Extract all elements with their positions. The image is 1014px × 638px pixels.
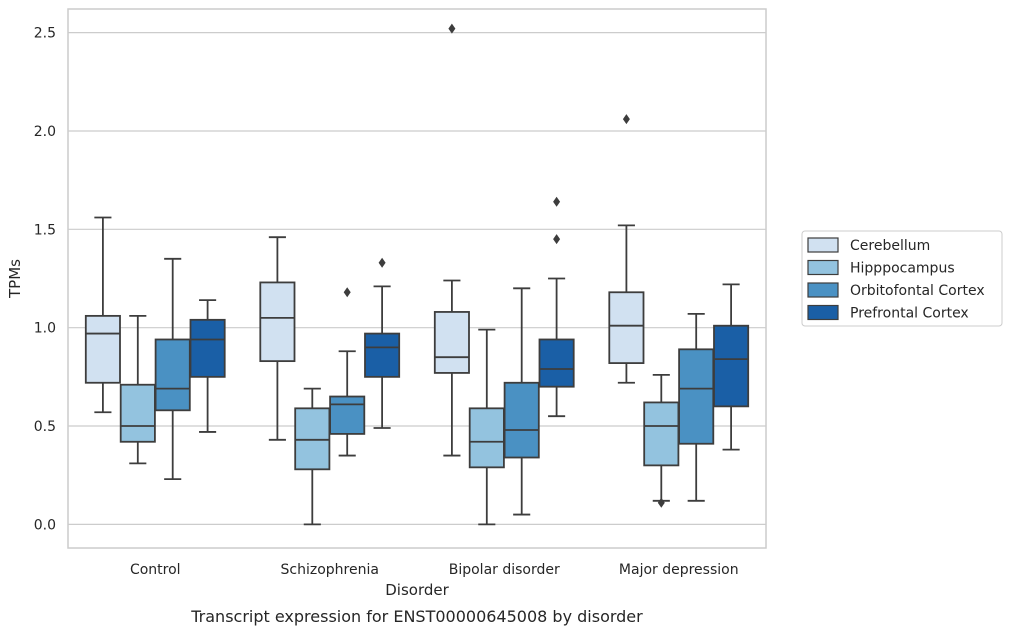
box-group <box>433 23 470 457</box>
y-axis-label: TPMs <box>6 259 24 299</box>
box-group <box>259 236 296 441</box>
box <box>364 332 401 378</box>
outlier-point <box>622 114 630 125</box>
box <box>643 401 680 467</box>
box-group <box>503 287 540 516</box>
box <box>503 381 540 459</box>
legend-label: Hipppocampus <box>850 261 955 277</box>
y-tick-label: 0.0 <box>34 517 56 533</box>
x-axis-label: Disorder <box>385 581 449 599</box>
box <box>119 383 156 443</box>
outlier-point <box>553 234 561 245</box>
legend-label: Prefrontal Cortex <box>850 306 969 322</box>
legend-frame <box>801 230 1003 327</box>
y-tick-label: 1.5 <box>34 222 56 238</box>
box <box>84 314 121 384</box>
box-group <box>294 387 331 526</box>
box-group <box>84 216 121 414</box>
box <box>468 407 505 469</box>
y-tick-label: 2.5 <box>34 26 56 42</box>
outlier-point <box>343 287 351 298</box>
chart-caption: Transcript expression for ENST0000064500… <box>190 607 643 626</box>
box-group <box>119 314 156 465</box>
box <box>538 338 575 388</box>
box <box>189 318 226 378</box>
x-tick-label: Control <box>130 562 181 578</box>
box-group <box>329 287 366 457</box>
box-group <box>678 313 715 502</box>
gridlines <box>68 32 766 525</box>
box <box>433 311 470 374</box>
legend: Cerebellum Hipppocampus Orbitofontal Corte… <box>801 230 1003 327</box>
box <box>608 291 645 364</box>
box <box>329 395 366 435</box>
y-axis-ticks: 0.0 0.5 1.0 1.5 2.0 2.5 <box>34 26 56 534</box>
y-tick-label: 2.0 <box>34 124 56 140</box>
box <box>713 324 750 408</box>
legend-swatch <box>807 282 839 298</box>
box <box>294 407 331 471</box>
box <box>678 348 715 445</box>
legend-swatch <box>807 237 839 253</box>
x-tick-label: Major depression <box>619 562 739 578</box>
outlier-point <box>448 23 456 34</box>
y-tick-label: 1.0 <box>34 321 56 337</box>
x-tick-label: Schizophrenia <box>281 562 379 578</box>
x-axis-ticks: Control Schizophrenia Bipolar disorder Majo… <box>130 562 739 578</box>
outlier-point <box>657 497 665 508</box>
legend-label: Cerebellum <box>850 238 930 254</box>
box-group <box>364 257 401 429</box>
box-group <box>154 257 191 481</box>
plot-frame <box>67 8 767 549</box>
box-group <box>608 114 645 384</box>
box-group <box>713 283 750 451</box>
outlier-point <box>378 257 386 268</box>
y-tick-label: 0.5 <box>34 419 56 435</box>
box-group <box>189 299 226 433</box>
box <box>154 338 191 412</box>
legend-swatch <box>807 304 839 321</box>
outlier-point <box>553 196 561 207</box>
box <box>259 281 296 363</box>
legend-swatch <box>807 259 839 276</box>
x-tick-label: Bipolar disorder <box>449 562 560 578</box>
box-group <box>468 328 505 526</box>
box-group <box>538 196 575 418</box>
box-series <box>84 23 750 526</box>
legend-label: Orbitofontal Cortex <box>850 283 985 299</box>
box-group <box>643 373 680 508</box>
